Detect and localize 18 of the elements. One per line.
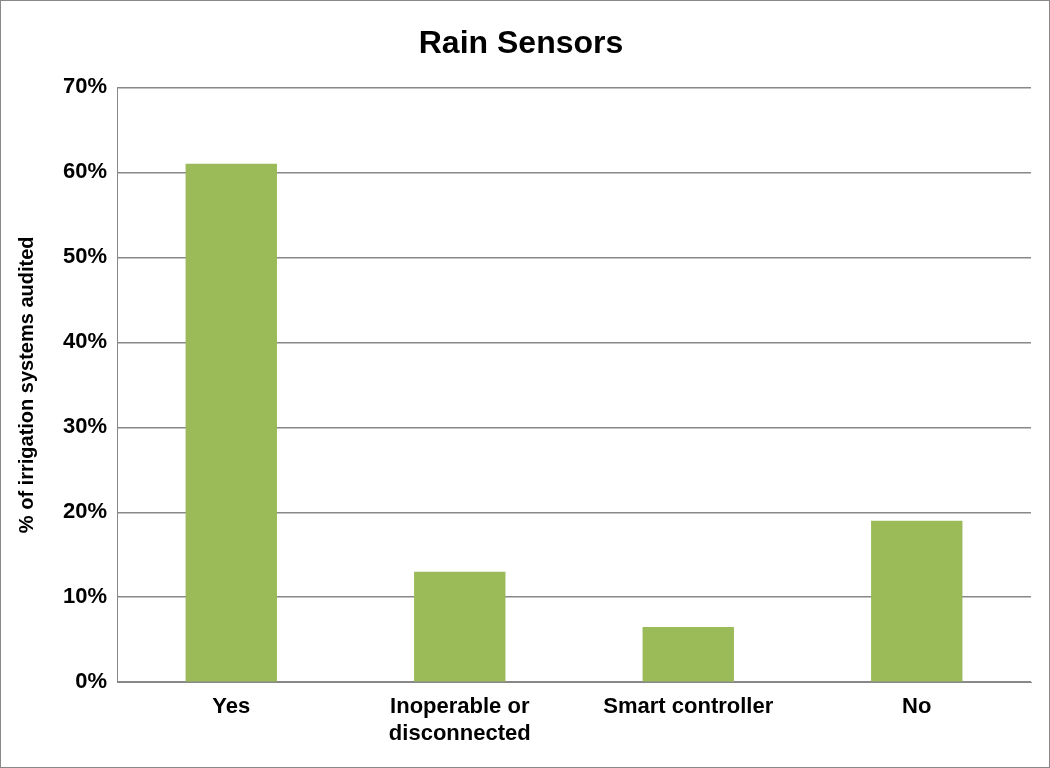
x-tick-label: No <box>902 693 932 719</box>
x-tick-label: Yes <box>212 693 251 719</box>
bar <box>185 163 277 682</box>
y-tick-label: 10% <box>62 583 108 609</box>
y-tick-label: 30% <box>62 413 108 439</box>
y-tick-label: 50% <box>62 243 108 269</box>
y-tick-label: 20% <box>62 498 108 524</box>
chart-title: Rain Sensors <box>418 24 624 61</box>
x-tick-label: Inoperable or disconnected <box>388 693 531 745</box>
y-axis-title: % of irrigation systems audited <box>14 236 37 534</box>
bar <box>414 571 506 682</box>
x-tick-label: Smart controller <box>603 693 774 719</box>
y-tick-label: 60% <box>62 158 108 184</box>
y-tick-label: 40% <box>62 328 108 354</box>
y-tick-label: 70% <box>62 73 108 99</box>
y-tick-label: 0% <box>75 668 108 694</box>
bar <box>871 520 963 682</box>
bar <box>642 626 734 682</box>
